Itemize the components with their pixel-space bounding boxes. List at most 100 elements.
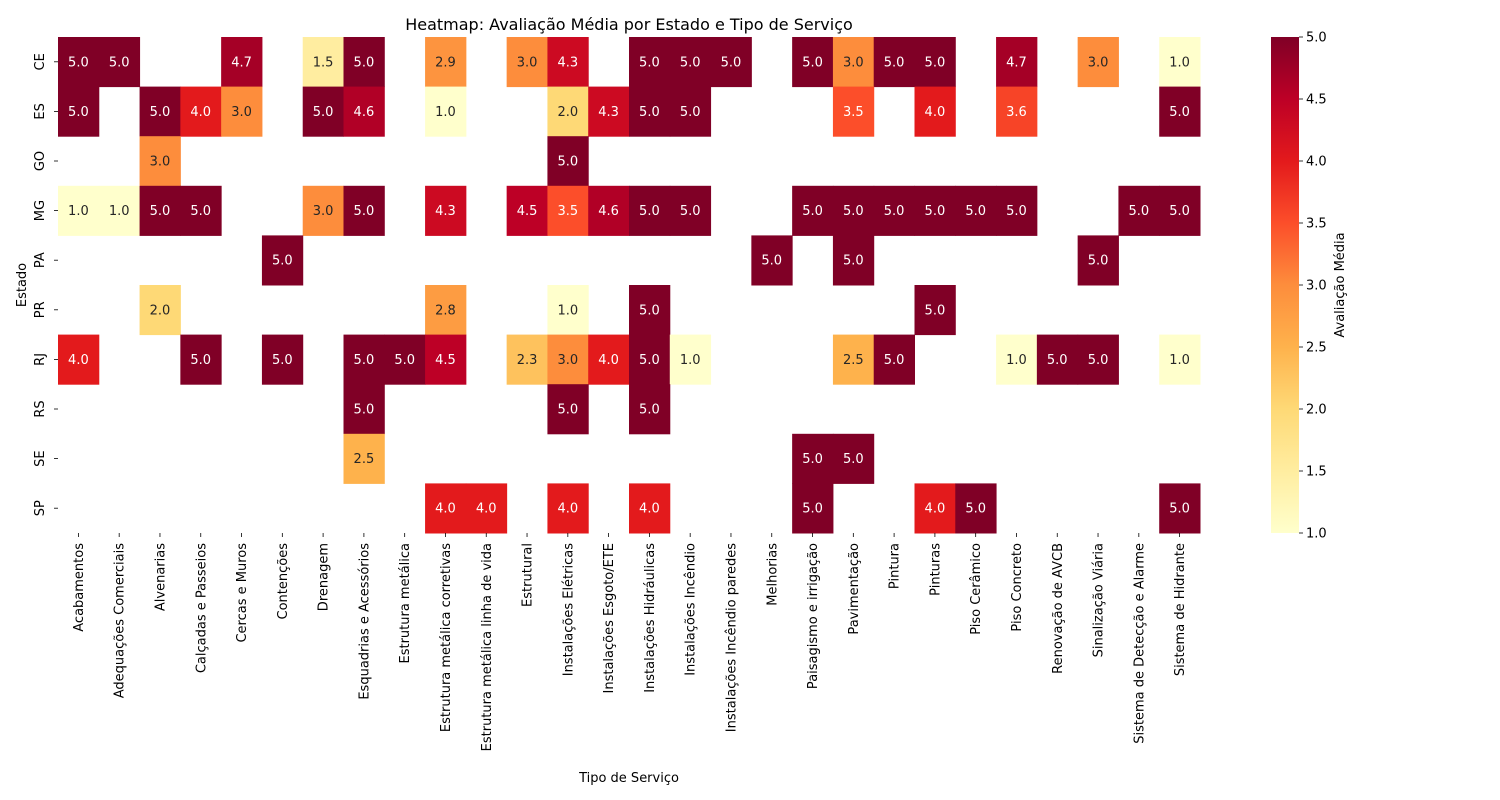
heatmap-cell (873, 334, 915, 385)
cell-value-label: 5.0 (313, 105, 334, 120)
y-tick-label: GO (33, 151, 48, 171)
heatmap-cell (955, 185, 997, 236)
heatmap-cell (180, 86, 222, 137)
colorbar-tick-label: 2.5 (1306, 341, 1327, 356)
colorbar-tick-label: 1.0 (1306, 527, 1327, 542)
cell-value-label: 4.0 (639, 502, 660, 517)
heatmap-cell (343, 185, 385, 236)
x-tick-label: Estrutura metálica (398, 543, 413, 664)
heatmap-cell (425, 37, 467, 88)
cell-value-label: 4.0 (598, 353, 619, 368)
cell-value-label: 2.9 (435, 55, 456, 70)
x-tick-label: Renovação de AVCB (1051, 543, 1066, 674)
x-tick-label: Cercas e Muros (235, 543, 250, 643)
heatmap-cell (914, 86, 956, 137)
heatmap-cell (588, 185, 630, 236)
heatmap-cell (996, 185, 1038, 236)
cell-value-label: 1.0 (109, 204, 130, 219)
heatmap-cell (832, 334, 875, 385)
y-tick-label: MG (33, 200, 48, 221)
heatmap-cell (588, 334, 630, 385)
cell-value-label: 3.6 (1006, 105, 1027, 120)
heatmap-cell (547, 136, 589, 187)
cell-value-label: 5.0 (639, 353, 660, 368)
x-tick-label: Melhorias (765, 543, 780, 606)
colorbar-label: Avaliação Média (1333, 232, 1348, 337)
heatmap-cell (302, 37, 344, 88)
heatmap-cell (343, 86, 385, 137)
cell-value-label: 5.0 (354, 353, 375, 368)
heatmap-cell (58, 37, 100, 88)
y-tick-label: PR (33, 301, 48, 318)
heatmap-cell (996, 86, 1038, 137)
x-tick-label: Pintura (888, 543, 903, 589)
heatmap-cell (261, 334, 304, 385)
cell-value-label: 4.6 (354, 105, 375, 120)
cell-value-label: 5.0 (1169, 204, 1190, 219)
heatmap-cell (547, 285, 589, 336)
cell-value-label: 3.0 (313, 204, 334, 219)
cell-value-label: 5.0 (1128, 204, 1149, 219)
heatmap-cell (1036, 334, 1079, 385)
heatmap-cell (1159, 185, 1201, 236)
heatmap-cell (1159, 86, 1201, 137)
heatmap-cell (629, 334, 671, 385)
colorbar-tick-label: 5.0 (1306, 31, 1327, 46)
heatmap-cell (629, 185, 671, 236)
x-tick-label: Estrutura metálica corretivas (439, 543, 454, 732)
y-tick-label: PA (33, 252, 48, 268)
colorbar-ticks: 1.0 1.5 2.0 2.5 3.0 3.5 4.0 4.5 5.0 (1299, 31, 1327, 542)
heatmap-cell (1159, 483, 1201, 534)
cell-value-label: 4.3 (557, 55, 578, 70)
cell-value-label: 4.7 (231, 55, 252, 70)
y-tick-label: RJ (33, 353, 48, 366)
heatmap-cell (873, 37, 915, 88)
cell-value-label: 5.0 (639, 303, 660, 318)
x-tick-label: Esquadrias e Acessórios (357, 543, 372, 700)
cell-value-label: 4.0 (68, 353, 89, 368)
x-tick-label: Estrutura metálica linha de vida (480, 543, 495, 751)
heatmap-cell (343, 433, 385, 484)
cell-value-label: 5.0 (925, 204, 946, 219)
cell-value-label: 2.0 (150, 303, 171, 318)
x-tick-label: Contenções (276, 543, 291, 620)
heatmap-cell (751, 235, 793, 286)
cell-value-label: 5.0 (68, 105, 89, 120)
heatmap-cell (343, 37, 385, 88)
cell-value-label: 5.0 (843, 254, 864, 269)
heatmap-cell (669, 37, 712, 88)
x-tick-label: Pinturas (928, 543, 943, 596)
x-axis-label: Tipo de Serviço (578, 771, 679, 786)
x-tick-label: Sistema de Hidrante (1173, 543, 1188, 676)
heatmap-cell (302, 185, 344, 236)
cell-value-label: 5.0 (802, 55, 823, 70)
heatmap-cell (629, 37, 671, 88)
cell-value-label: 2.5 (843, 353, 864, 368)
heatmap-cell (425, 334, 467, 385)
x-tick-label: Instalações Esgoto/ETE (602, 543, 617, 693)
heatmap-cell (425, 86, 467, 137)
cell-value-label: 5.0 (639, 204, 660, 219)
heatmap-cell (343, 334, 385, 385)
heatmap-cell (792, 483, 834, 534)
heatmap-cell (1159, 334, 1201, 385)
heatmap-cell (873, 185, 915, 236)
cell-value-label: 5.0 (354, 55, 375, 70)
y-tick-label: RS (33, 400, 48, 417)
cell-value-label: 5.0 (272, 353, 293, 368)
colorbar-tick-label: 4.5 (1306, 93, 1327, 108)
cell-value-label: 5.0 (680, 55, 701, 70)
cell-value-label: 5.0 (721, 55, 742, 70)
x-tick-label: Piso Concreto (1010, 543, 1025, 632)
cell-value-label: 5.0 (272, 254, 293, 269)
x-tick-label: Instalações Elétricas (561, 543, 576, 676)
cell-value-label: 5.0 (354, 204, 375, 219)
heatmap-cell (629, 285, 671, 336)
x-tick-label: Sinalização Viária (1092, 543, 1107, 657)
y-tick-label: CE (33, 53, 48, 70)
cell-value-label: 5.0 (802, 204, 823, 219)
cell-value-label: 5.0 (639, 55, 660, 70)
heatmap-cell (792, 433, 834, 484)
x-tick-label: Alvenarias (153, 543, 168, 611)
